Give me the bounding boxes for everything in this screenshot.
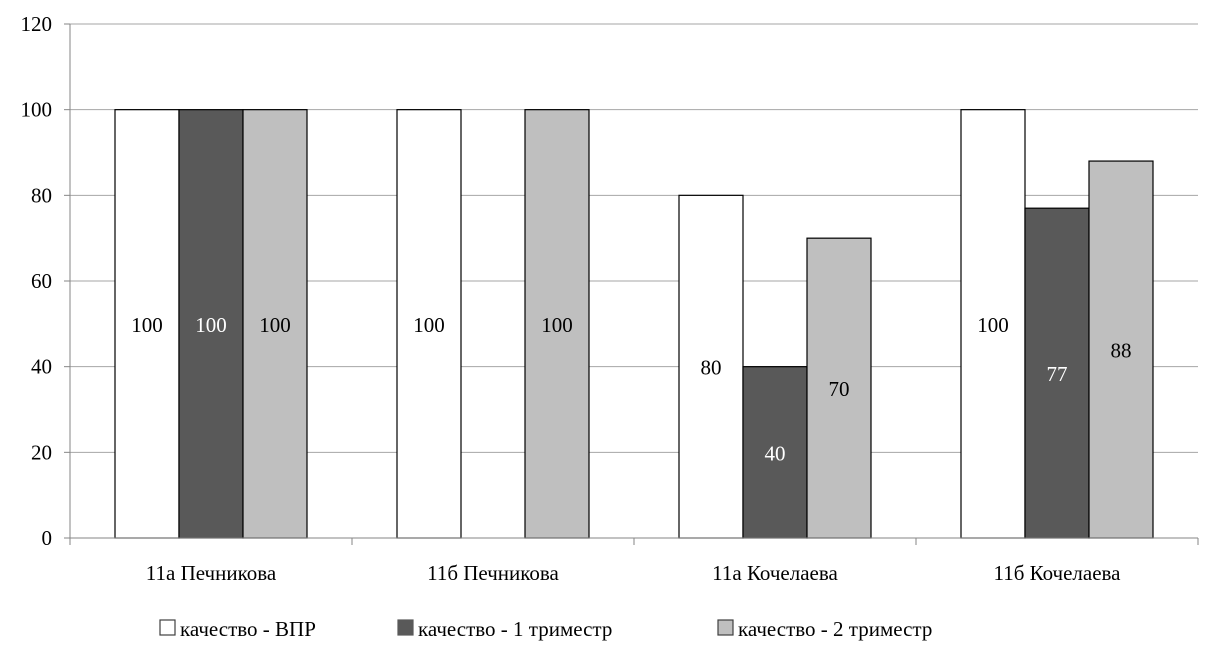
bar-series1-cat4 xyxy=(960,109,1026,539)
y-tick-label: 100 xyxy=(21,98,53,122)
y-tick-label: 120 xyxy=(21,12,53,36)
legend-label-2: качество - 1 триместр xyxy=(418,617,612,641)
x-category-label: 11а Кочелаева xyxy=(712,561,838,585)
y-tick-label: 20 xyxy=(31,440,52,464)
y-tick-label: 80 xyxy=(31,183,52,207)
bar-series2-cat1 xyxy=(178,109,244,539)
data-label-series1-cat4: 100 xyxy=(977,313,1009,337)
data-label-series2-cat1: 100 xyxy=(195,313,227,337)
y-axis-tick-labels: 0 20 40 60 80 100 120 xyxy=(21,12,53,550)
bar-series2-cat3 xyxy=(742,366,808,539)
x-category-label: 11б Кочелаева xyxy=(993,561,1121,585)
legend-swatch-1 xyxy=(159,619,176,636)
data-label-series3-cat4: 88 xyxy=(1111,339,1132,363)
bar-series2-cat4 xyxy=(1024,207,1090,539)
bar-series1-cat2 xyxy=(396,109,462,539)
bars xyxy=(114,109,1154,539)
y-tick-label: 60 xyxy=(31,269,52,293)
data-labels: 100 100 80 100 100 40 77 100 100 70 88 xyxy=(131,313,1131,466)
legend-swatch-3 xyxy=(717,619,734,636)
legend-label-1: качество - ВПР xyxy=(180,617,316,641)
legend-swatch-2 xyxy=(397,619,414,636)
bar-series3-cat4 xyxy=(1088,160,1154,539)
legend-label-3: качество - 2 триместр xyxy=(738,617,932,641)
y-tick-label: 0 xyxy=(42,526,53,550)
y-tick-label: 40 xyxy=(31,355,52,379)
data-label-series2-cat3: 40 xyxy=(765,441,786,465)
data-label-series3-cat2: 100 xyxy=(541,313,573,337)
data-label-series1-cat1: 100 xyxy=(131,313,163,337)
bar-series3-cat3 xyxy=(806,237,872,539)
data-label-series3-cat3: 70 xyxy=(829,377,850,401)
x-category-label: 11б Печникова xyxy=(427,561,559,585)
data-label-series3-cat1: 100 xyxy=(259,313,291,337)
x-axis-category-labels: 11а Печникова 11б Печникова 11а Кочелаева 1… xyxy=(146,561,1121,585)
bar-series3-cat1 xyxy=(242,109,308,539)
legend: качество - ВПР качество - 1 триместр качес… xyxy=(159,617,932,641)
data-label-series1-cat3: 80 xyxy=(701,356,722,380)
axes xyxy=(64,23,1199,545)
x-category-label: 11а Печникова xyxy=(146,561,277,585)
data-label-series1-cat2: 100 xyxy=(413,313,445,337)
data-label-series2-cat4: 77 xyxy=(1047,362,1068,386)
